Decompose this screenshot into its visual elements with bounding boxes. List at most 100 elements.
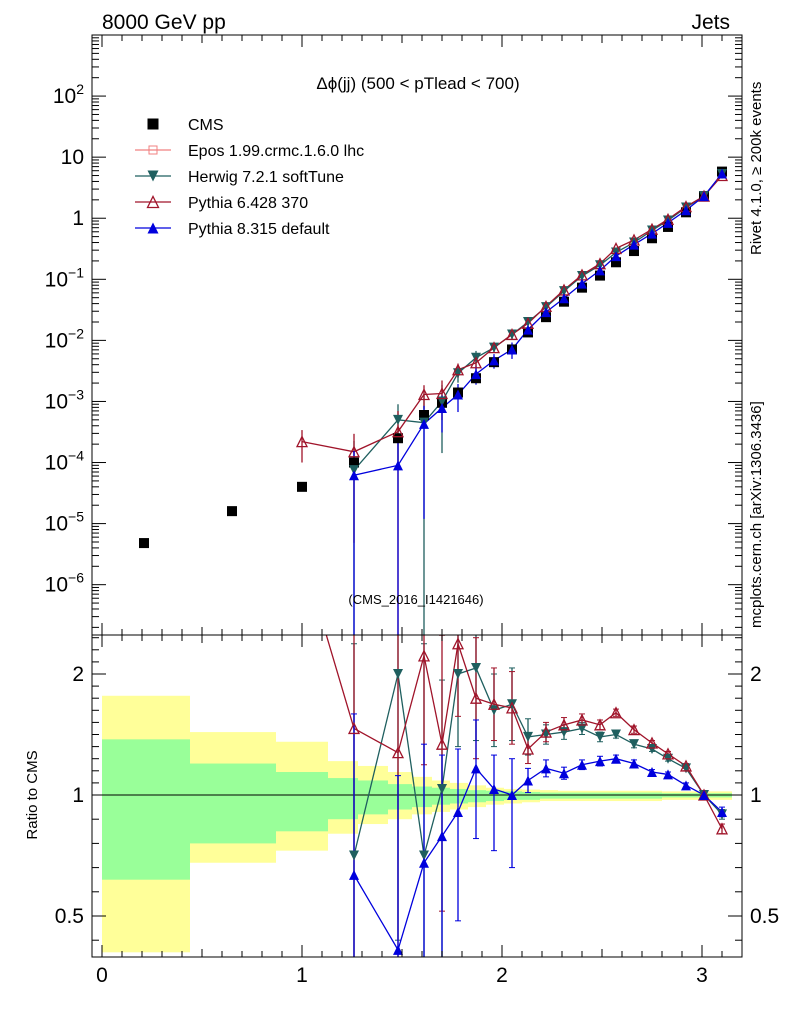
cms-point — [541, 312, 551, 323]
pythia8-point — [489, 355, 499, 366]
main-y-tick-label: 10−5 — [45, 509, 85, 536]
series-line — [301, 175, 723, 453]
cms-point — [147, 118, 159, 130]
pythia8-point — [541, 307, 551, 318]
uncertainty-bands — [102, 695, 732, 953]
pythia8-point — [437, 831, 447, 842]
pythia6-point — [487, 697, 501, 710]
herwig-point — [507, 329, 517, 340]
pythia8-point — [629, 239, 639, 250]
green-band — [358, 780, 388, 815]
x-tick-labels: 0 1 2 3 — [96, 964, 708, 987]
tick-exponent: −1 — [68, 264, 84, 280]
ratio-y-tick-label-left: 1 — [72, 784, 84, 807]
main-plot-area — [139, 166, 729, 635]
main-axis-ticks — [92, 35, 742, 635]
pythia8-point — [577, 759, 587, 770]
pythia8-point — [471, 369, 481, 380]
cms-point — [297, 481, 307, 492]
tick-base: 10 — [45, 329, 68, 352]
green-band — [574, 792, 592, 799]
ratio-plot: 0.5 0.5 1 1 2 2 0 1 2 3 Ratio to CMS — [24, 246, 779, 987]
herwig-point — [611, 729, 621, 740]
pythia6-point — [417, 388, 431, 401]
main-y-tick-label: 10−6 — [45, 570, 85, 597]
pythia6-point — [295, 435, 309, 448]
cms-point — [629, 246, 639, 257]
pythia8-point — [611, 251, 621, 262]
main-y-tick-label: 1 — [72, 207, 84, 230]
green-band — [592, 792, 610, 799]
ratio-plot-area — [297, 246, 729, 957]
pythia8-point — [349, 869, 359, 880]
pythia8-point — [681, 205, 691, 216]
cms-point — [419, 410, 429, 421]
pythia8-point — [523, 324, 533, 335]
pythia8-point — [559, 293, 569, 304]
pythia8-point — [349, 470, 359, 481]
legend-label: CMS — [188, 117, 224, 134]
ratio-y-tick-label-left: 2 — [72, 663, 84, 686]
ratio-axis-ticks — [92, 635, 742, 957]
main-plot: Δϕ(jj) (500 < pTlead < 700) (CMS_2016_I1… — [45, 34, 743, 636]
pythia8-point — [507, 344, 517, 355]
tick-base: 10 — [45, 452, 68, 475]
green-band — [190, 763, 276, 844]
pythia8-point — [559, 768, 569, 779]
pythia6-point — [575, 713, 589, 726]
cms-point — [611, 257, 621, 268]
main-y-tick-label: 10−2 — [45, 325, 85, 352]
green-band — [486, 790, 504, 802]
pythia6-point — [451, 363, 465, 376]
green-band — [626, 792, 644, 799]
pythia6-point — [505, 701, 519, 714]
main-y-tick-label: 10−1 — [45, 264, 85, 291]
rivet-label: Rivet 4.1.0, ≥ 200k events — [748, 82, 765, 255]
green-band — [522, 791, 540, 800]
herwig-point — [147, 170, 159, 182]
herwig-point — [349, 465, 359, 476]
green-band — [432, 787, 450, 805]
tick-base: 10 — [45, 513, 68, 536]
pythia8-point — [611, 753, 621, 764]
pythia6-point — [435, 737, 449, 750]
herwig-point — [393, 669, 403, 679]
pythia6-point — [469, 356, 483, 369]
pythia6-point — [539, 725, 553, 738]
tick-exponent: −2 — [68, 325, 84, 341]
herwig-point — [523, 731, 533, 742]
green-band — [102, 739, 190, 880]
pythia8-point — [453, 389, 463, 400]
tick-exponent: −4 — [68, 448, 84, 464]
pythia6-point — [557, 718, 571, 731]
pythia8-point — [699, 191, 709, 202]
herwig-point — [595, 731, 605, 742]
mcplots-label: mcplots.cern.ch [arXiv:1306.3436] — [748, 401, 765, 628]
pythia6-point — [347, 721, 361, 735]
pythia6-point — [417, 649, 431, 662]
green-band — [328, 778, 358, 820]
herwig-point — [419, 850, 429, 861]
cms-point — [393, 433, 403, 444]
tick-base: 10 — [45, 268, 68, 291]
pythia8-point — [437, 403, 447, 414]
pythia8-point — [663, 217, 673, 228]
herwig-point — [393, 414, 403, 425]
tick-exponent: −6 — [68, 570, 84, 586]
pythia8-point — [471, 763, 481, 774]
legend-label: Herwig 7.2.1 softTune — [188, 169, 344, 186]
pythia6-point — [487, 341, 501, 354]
pythia6-point — [451, 637, 465, 650]
ratio-series-line — [353, 758, 723, 952]
pythia8-point — [663, 769, 673, 780]
pythia6-point — [297, 246, 307, 256]
pythia6-point — [521, 742, 535, 755]
pythia6-point — [661, 747, 675, 760]
pythia8-point — [681, 780, 691, 791]
pythia8-point — [419, 418, 429, 429]
main-y-tick-label: 10−3 — [45, 386, 85, 413]
pythia8-point — [523, 775, 533, 786]
pythia6-point — [645, 736, 659, 749]
